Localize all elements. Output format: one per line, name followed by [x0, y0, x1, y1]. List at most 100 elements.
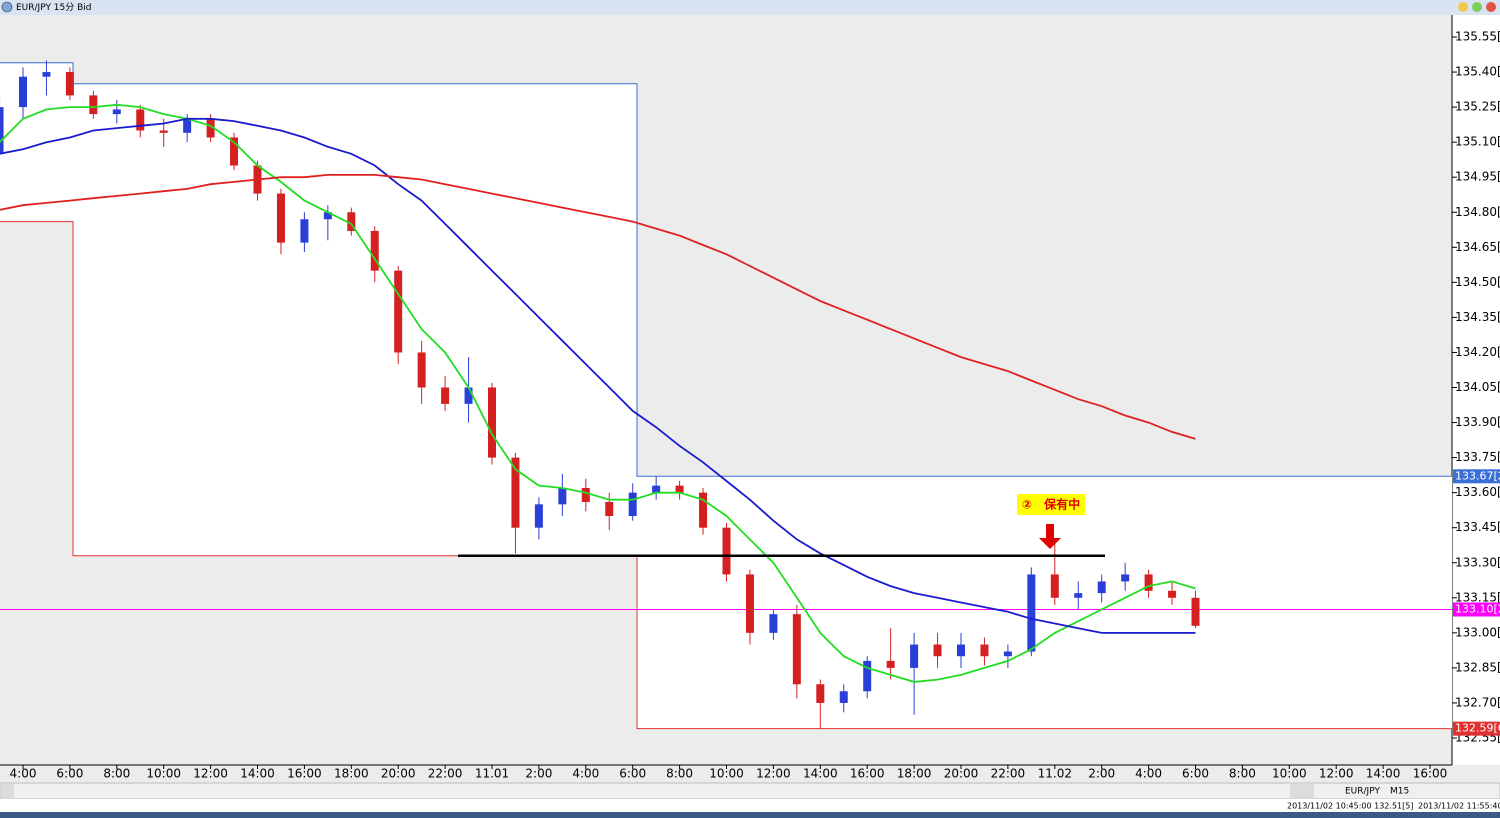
maximize-button[interactable] — [1472, 2, 1482, 12]
candle-body — [581, 487, 590, 502]
y-tick-label: 133.30[0 — [1455, 555, 1500, 569]
y-tick-label: 133.60[0 — [1455, 485, 1500, 499]
timeframe-select[interactable]: M15 — [1390, 787, 1409, 797]
candle-body — [863, 660, 872, 692]
candle-body — [699, 492, 708, 528]
candle-body — [605, 501, 614, 517]
status-time: 2013/11/02 11:55:40 — [1418, 802, 1500, 811]
scroll-right[interactable] — [1290, 784, 1314, 798]
moving-average — [0, 117, 1196, 634]
x-tick-label: 4:00 — [10, 767, 37, 781]
candle-body — [1097, 581, 1106, 594]
annotation: ② 保有中 — [1022, 497, 1080, 512]
candle-body — [886, 660, 895, 668]
scroll-bar[interactable] — [0, 782, 1500, 800]
y-tick-label: 134.80[0 — [1455, 205, 1500, 219]
candle-body — [488, 387, 496, 458]
y-tick-label: 133.00[0 — [1455, 625, 1500, 639]
candle-body — [628, 492, 637, 517]
x-tick-label: 22:00 — [991, 767, 1026, 781]
candle-body — [792, 614, 801, 685]
y-tick-label: 132.70[0 — [1455, 695, 1500, 709]
candle-body — [1050, 574, 1059, 598]
candle-body — [675, 485, 684, 493]
candle-body — [276, 193, 285, 243]
candle-body — [652, 485, 661, 493]
x-tick-label: 12:00 — [756, 767, 791, 781]
range-area — [0, 62, 1452, 729]
candle-body — [1027, 574, 1036, 652]
taskbar — [0, 812, 1500, 818]
annotation-box — [1017, 494, 1085, 515]
level-label: 133.67[2 — [1455, 469, 1500, 482]
candle-body — [957, 644, 965, 657]
x-tick-label: 16:00 — [850, 767, 885, 781]
x-tick-label: 6:00 — [56, 767, 83, 781]
app-icon — [1, 1, 13, 13]
level-label: 133.10[2 — [1455, 602, 1500, 615]
candle-body — [839, 691, 848, 703]
x-tick-label: 6:00 — [1182, 767, 1209, 781]
x-tick-label: 20:00 — [944, 767, 979, 781]
y-tick-label: 132.85[0 — [1455, 660, 1500, 674]
y-tick-label: 135.10[0 — [1455, 135, 1500, 149]
x-tick-label: 11.01 — [475, 767, 509, 781]
x-tick-label: 20:00 — [381, 767, 416, 781]
candle-body — [816, 684, 825, 703]
x-tick-label: 8:00 — [103, 767, 130, 781]
plot: ② 保有中 — [0, 60, 1452, 730]
x-tick-label: 10:00 — [709, 767, 744, 781]
x-tick-label: 2:00 — [525, 767, 552, 781]
title-bar — [0, 0, 1500, 15]
y-tick-label: 134.35[0 — [1455, 310, 1500, 324]
candle-body — [300, 219, 309, 243]
x-tick-label: 4:00 — [572, 767, 599, 781]
candle-body — [745, 574, 754, 633]
x-tick-label: 14:00 — [803, 767, 838, 781]
range-high-line — [0, 62, 1452, 477]
y-tick-label: 133.75[0 — [1455, 450, 1500, 464]
candle-body — [65, 72, 74, 96]
candle-body — [323, 212, 332, 220]
x-tick-label: 4:00 — [1135, 767, 1162, 781]
symbol-select[interactable]: EUR/JPY — [1345, 787, 1380, 797]
x-tick-label: 10:00 — [146, 767, 181, 781]
minimize-button[interactable] — [1458, 2, 1468, 12]
candle-body — [464, 387, 473, 404]
status-info: 2013/11/02 10:45:00 132.51[5] — [1287, 802, 1413, 811]
candle-body — [394, 270, 403, 353]
candle-body — [136, 109, 145, 131]
candle-body — [19, 76, 27, 108]
y-tick-label: 133.90[0 — [1455, 415, 1500, 429]
candle-body — [441, 387, 450, 404]
y-tick-label: 134.20[0 — [1455, 345, 1500, 359]
x-tick-label: 18:00 — [897, 767, 932, 781]
candle-body — [769, 614, 778, 633]
candle-body — [980, 644, 989, 657]
candle-body — [722, 527, 731, 575]
scroll-left[interactable] — [1, 784, 14, 798]
level-tag — [1453, 602, 1500, 617]
candle-body — [1168, 590, 1177, 598]
candle-body — [42, 72, 51, 77]
candle-body — [1191, 597, 1200, 626]
candle-body — [183, 118, 192, 133]
candle-body — [1121, 574, 1130, 582]
range-low-line — [0, 221, 1452, 730]
moving-average — [0, 174, 1196, 440]
candle-body — [159, 130, 168, 133]
candle-body — [417, 352, 426, 388]
x-tick-label: 8:00 — [1229, 767, 1256, 781]
candle-body — [511, 457, 520, 528]
candle-body — [933, 644, 942, 657]
candle-body — [1074, 593, 1083, 598]
candle-body — [0, 107, 4, 154]
moving-average — [0, 103, 1196, 683]
candle-body — [1144, 574, 1153, 591]
close-button[interactable] — [1486, 2, 1496, 12]
x-tick-label: 12:00 — [1319, 767, 1354, 781]
candle-body — [558, 487, 567, 505]
x-tick-label: 16:00 — [1413, 767, 1448, 781]
price-axis-background — [1452, 15, 1500, 765]
